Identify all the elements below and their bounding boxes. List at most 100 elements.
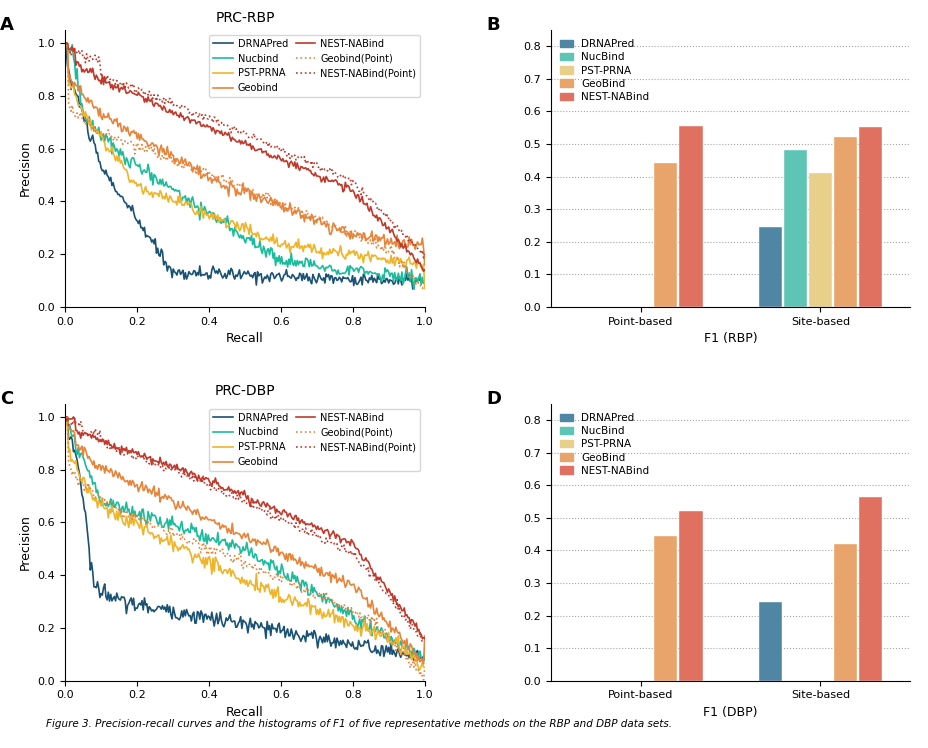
Line: DRNAPred: DRNAPred (65, 417, 424, 660)
Nucbind (60, 39, 71, 48)
Nucbind (362, 269, 373, 278)
PST-PRNA (60, 412, 71, 421)
Nucbind (279, 572, 290, 581)
Nucbind (274, 566, 285, 575)
NEST-NABind (419, 266, 430, 275)
Geobind(Point) (60, 40, 71, 49)
PST-PRNA (272, 242, 283, 251)
Line: Nucbind: Nucbind (65, 417, 424, 661)
Text: D: D (485, 390, 500, 408)
Geobind (279, 203, 290, 212)
NEST-NABind(Point) (419, 250, 430, 259)
PST-PRNA (272, 583, 283, 592)
Geobind(Point) (59, 412, 71, 421)
Bar (833, 544, 857, 681)
NEST-NABind (59, 412, 71, 421)
Nucbind (385, 632, 396, 641)
Geobind (418, 659, 429, 668)
NEST-NABind (274, 152, 285, 161)
Nucbind (419, 276, 430, 285)
Bar (858, 127, 882, 307)
DRNAPred (279, 270, 290, 279)
Geobind (385, 234, 396, 243)
Line: Geobind: Geobind (65, 417, 424, 663)
PST-PRNA (362, 247, 373, 256)
Text: A: A (0, 16, 14, 34)
PST-PRNA (385, 251, 396, 260)
NEST-NABind(Point) (59, 39, 71, 48)
X-axis label: Recall: Recall (226, 706, 264, 719)
Geobind (59, 39, 71, 48)
NEST-NABind (60, 39, 71, 48)
Geobind(Point) (279, 197, 290, 206)
DRNAPred (419, 278, 430, 287)
Line: NEST-NABind(Point): NEST-NABind(Point) (65, 43, 424, 258)
NEST-NABind(Point) (279, 515, 290, 524)
Geobind (385, 628, 396, 637)
Bar (808, 174, 831, 307)
Legend: DRNAPred, NucBind, PST-PRNA, GeoBind, NEST-NABind: DRNAPred, NucBind, PST-PRNA, GeoBind, NE… (555, 409, 652, 479)
Geobind(Point) (419, 663, 430, 672)
PST-PRNA (419, 284, 430, 293)
X-axis label: Recall: Recall (226, 332, 264, 345)
Nucbind (362, 626, 373, 635)
Legend: DRNAPred, Nucbind, PST-PRNA, Geobind, NEST-NABind, Geobind(Point), NEST-NABind(P: DRNAPred, Nucbind, PST-PRNA, Geobind, NE… (210, 34, 419, 97)
DRNAPred (362, 278, 373, 287)
Nucbind (274, 251, 285, 260)
Y-axis label: Precision: Precision (19, 141, 32, 196)
X-axis label: F1 (RBP): F1 (RBP) (703, 332, 756, 345)
NEST-NABind(Point) (385, 595, 396, 604)
PST-PRNA (274, 598, 285, 607)
NEST-NABind(Point) (419, 637, 430, 646)
Geobind(Point) (272, 574, 283, 583)
Bar (783, 150, 806, 307)
Geobind (279, 555, 290, 564)
Text: C: C (0, 390, 14, 408)
Geobind(Point) (385, 241, 396, 250)
DRNAPred (406, 284, 418, 293)
Geobind (419, 260, 430, 269)
Geobind (419, 631, 430, 640)
Geobind (272, 201, 283, 210)
Nucbind (59, 39, 71, 48)
Bar (858, 497, 882, 681)
DRNAPred (279, 633, 290, 642)
Nucbind (419, 650, 430, 659)
PST-PRNA (274, 242, 285, 251)
NEST-NABind(Point) (274, 144, 285, 153)
Bar (758, 602, 780, 681)
NEST-NABind (385, 227, 396, 236)
Bar (678, 512, 702, 681)
PST-PRNA (59, 39, 71, 48)
DRNAPred (60, 412, 71, 421)
Geobind (362, 602, 373, 611)
PST-PRNA (419, 663, 430, 672)
NEST-NABind(Point) (385, 215, 396, 224)
Geobind(Point) (362, 239, 373, 248)
Geobind(Point) (419, 285, 430, 294)
Bar (678, 126, 702, 307)
DRNAPred (274, 269, 285, 278)
NEST-NABind(Point) (418, 254, 429, 263)
PST-PRNA (385, 636, 396, 645)
NEST-NABind(Point) (362, 193, 373, 202)
Legend: DRNAPred, NucBind, PST-PRNA, GeoBind, NEST-NABind: DRNAPred, NucBind, PST-PRNA, GeoBind, NE… (555, 35, 652, 106)
NEST-NABind(Point) (362, 563, 373, 572)
NEST-NABind (59, 39, 71, 48)
Y-axis label: Precision: Precision (19, 515, 32, 570)
Geobind(Point) (274, 197, 285, 206)
Bar (653, 536, 677, 681)
Line: NEST-NABind(Point): NEST-NABind(Point) (65, 417, 424, 641)
Nucbind (385, 269, 396, 278)
DRNAPred (272, 621, 283, 630)
NEST-NABind(Point) (272, 145, 283, 154)
DRNAPred (274, 619, 285, 628)
Geobind(Point) (60, 414, 71, 423)
PST-PRNA (59, 412, 71, 421)
Geobind(Point) (385, 638, 396, 647)
Text: B: B (485, 16, 499, 34)
DRNAPred (272, 270, 283, 279)
PST-PRNA (413, 665, 424, 674)
DRNAPred (385, 276, 396, 285)
NEST-NABind(Point) (60, 40, 71, 49)
